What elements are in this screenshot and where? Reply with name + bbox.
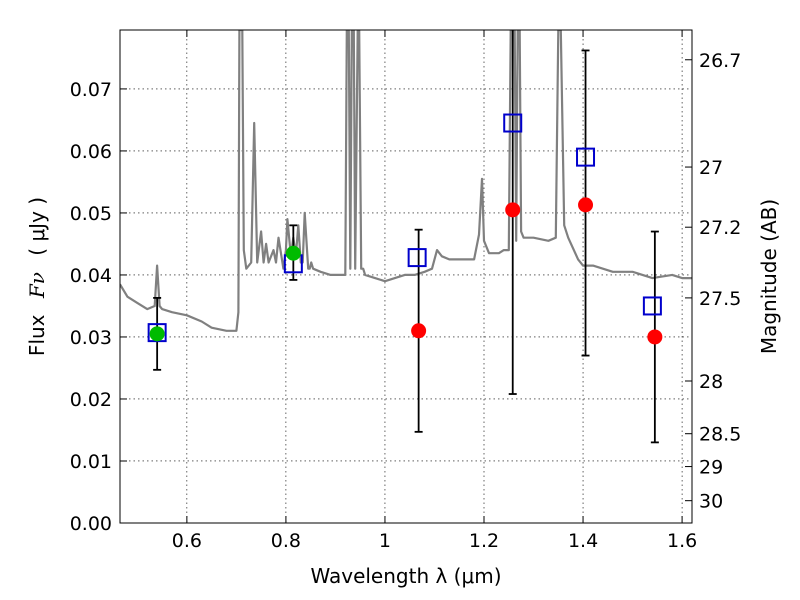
model-photometry-marker [576, 147, 596, 167]
y-tick-label: 0.06 [70, 141, 112, 163]
y-tick-label: 0.03 [70, 327, 112, 349]
x-tick-label: 1.2 [469, 530, 499, 552]
right-tick-label: 28.5 [699, 424, 741, 446]
detected-flux-point [285, 245, 301, 261]
x-tick-label: 1 [379, 530, 391, 552]
right-axis-title: Magnitude (AB) [757, 199, 781, 354]
right-tick-label: 27.5 [699, 288, 741, 310]
observed-flux-point [411, 323, 427, 339]
y-tick-label: 0.01 [70, 451, 112, 473]
tick-layer: 0.6 0.8 1 1.2 1.4 1.6 0.00 0.01 0.02 0.03 0.04 0.05… [70, 30, 741, 552]
right-tick-label: 29 [699, 457, 723, 479]
y-axis-title-units: ( μJy ) [25, 197, 49, 256]
right-tick-label: 27.2 [699, 217, 741, 239]
y-axis-title-text: Flux [25, 314, 49, 356]
observed-flux-point [647, 329, 663, 345]
model-photometry-marker [503, 113, 523, 133]
y-tick-label: 0.02 [70, 389, 112, 411]
x-tick-label: 1.6 [667, 530, 697, 552]
model-photometry-marker [642, 296, 662, 316]
errorbar-layer [153, 30, 659, 444]
model-photometry-marker [407, 248, 427, 268]
y-tick-label: 0.05 [70, 203, 112, 225]
right-tick-label: 30 [699, 491, 723, 513]
observed-flux-point [505, 202, 521, 218]
right-tick-label: 27 [699, 157, 723, 179]
x-tick-label: 1.4 [568, 530, 598, 552]
svg-text:Flux Fν ( μJy ): Flux Fν ( μJy ) [25, 197, 49, 356]
y-tick-label: 0.07 [70, 79, 112, 101]
y-axis-title: Flux Fν ( μJy ) [25, 197, 49, 356]
plot-frame [119, 29, 693, 524]
y-tick-label: 0.00 [70, 513, 112, 535]
right-tick-label: 28 [699, 371, 723, 393]
y-axis-title-symbol: Fν [25, 272, 49, 299]
observed-flux-point [578, 197, 594, 213]
detected-flux-point [149, 326, 165, 342]
model-spectrum-line [120, 30, 692, 332]
x-tick-label: 0.8 [271, 530, 301, 552]
model-spectrum-layer [120, 30, 692, 332]
points-layer [147, 113, 663, 345]
x-tick-label: 0.6 [172, 530, 202, 552]
y-tick-label: 0.04 [70, 265, 112, 287]
x-axis-title: Wavelength λ (μm) [310, 564, 501, 588]
right-tick-label: 26.7 [699, 50, 741, 72]
grid-lines [120, 30, 692, 523]
